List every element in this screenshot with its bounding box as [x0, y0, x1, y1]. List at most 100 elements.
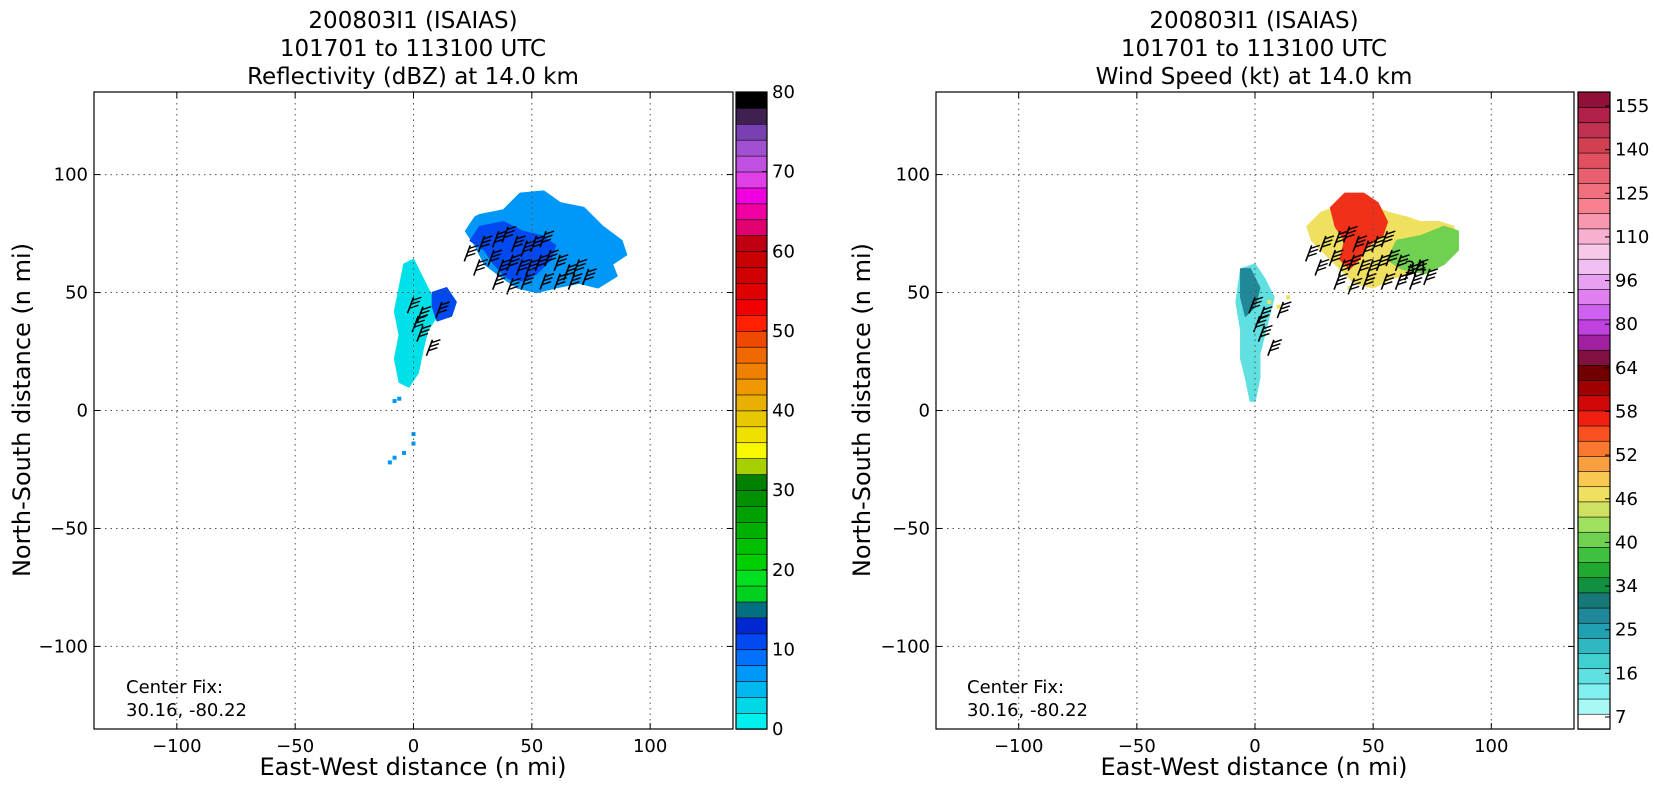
y-tick-label: −50	[892, 518, 930, 539]
wind-barb-flag	[440, 301, 451, 306]
wind-barb-flag	[412, 296, 422, 301]
wind-barb-flag	[1332, 253, 1343, 258]
wind-barb-flag	[1390, 249, 1401, 254]
wind-barb-flag	[1319, 258, 1330, 264]
colorbar-segment	[1577, 592, 1611, 609]
wind-barb	[1380, 272, 1396, 290]
wind-barb-flag	[494, 280, 504, 286]
colorbar-segment	[1577, 470, 1611, 488]
colorbar-tick-label: 30	[772, 480, 795, 501]
wind-barb-flag	[469, 244, 479, 250]
colorbar-segment	[1577, 91, 1611, 108]
wind-barb-flag	[1331, 257, 1341, 262]
colorbar-segment	[1577, 425, 1611, 442]
wind-barb-flag	[525, 239, 536, 245]
colorbar-tick-label: 140	[1615, 140, 1649, 161]
wind-barb-flag	[494, 238, 504, 243]
wind-barb-flag	[540, 254, 550, 259]
wind-barb-flag	[1353, 254, 1363, 259]
colorbar-tick-label: 80	[772, 82, 795, 103]
colorbar-segment	[735, 250, 768, 268]
wind-barb-flag	[568, 263, 578, 268]
colorbar-segment	[1577, 349, 1611, 366]
wind-barb	[529, 235, 545, 253]
wind-barb-flag	[510, 258, 520, 263]
colorbar-segment	[735, 457, 768, 475]
y-tick-label: −100	[881, 636, 930, 657]
wind-barb	[567, 272, 583, 290]
wind-barb-flag	[429, 343, 440, 348]
colorbar-frame	[1577, 91, 1611, 730]
wind-barb-flag	[1417, 262, 1428, 268]
wind-barb-flag	[514, 239, 525, 244]
wind-barb-flag	[475, 266, 485, 272]
wind-barb	[515, 258, 531, 276]
wind-barb-flag	[511, 277, 522, 283]
wind-barb	[1328, 249, 1344, 267]
wind-barb-flag	[1318, 262, 1328, 268]
colorbar-segment	[1577, 319, 1611, 336]
colorbar-segment	[735, 442, 768, 459]
colorbar-segment	[735, 521, 768, 539]
wind-barb-flag	[1400, 254, 1410, 259]
echo-pixel	[1286, 295, 1291, 300]
colorbar-segment	[735, 617, 768, 635]
wind-barb-flag	[420, 310, 430, 315]
colorbar-segment	[735, 219, 768, 237]
wind-barb-flag	[1263, 324, 1273, 330]
wind-barb-flag	[418, 314, 429, 319]
wind-barb-flag	[1365, 243, 1376, 249]
wind-barb-flag	[1342, 262, 1352, 268]
wind-barb-flag	[1359, 266, 1369, 272]
echo-pixel	[1276, 304, 1281, 309]
wind-barb-flag	[1376, 235, 1387, 240]
colorbar-segment	[735, 569, 768, 587]
colorbar-segment	[1577, 243, 1611, 260]
colorbar-segment	[1577, 197, 1611, 215]
colorbar-segment	[735, 266, 768, 284]
x-tick-label: 0	[408, 736, 419, 757]
wind-barb	[1413, 258, 1429, 276]
wind-barb-flag	[513, 243, 523, 248]
wind-barb-flag	[556, 280, 566, 286]
colorbar-segment	[735, 107, 768, 125]
wind-barb	[510, 235, 526, 253]
wind-barb-flag	[1261, 328, 1272, 334]
wind-barb-flag	[1414, 272, 1424, 278]
wind-barb-flag	[559, 254, 569, 259]
colorbar-segment	[1577, 364, 1611, 381]
colorbar-segment	[735, 537, 768, 555]
wind-barb-flag	[587, 268, 597, 273]
wind-barb-flag	[1257, 319, 1267, 324]
wind-barb-flag	[495, 234, 506, 239]
wind-barb-flag	[557, 258, 567, 263]
wind-barb-flag	[502, 258, 512, 264]
wind-barb-flag	[1419, 258, 1429, 264]
colorbar-segment	[1577, 410, 1611, 427]
wind-barb	[1356, 258, 1372, 276]
wind-barb	[520, 239, 536, 257]
wind-barb-flag	[1386, 230, 1396, 235]
x-tick-label: 100	[1474, 736, 1508, 757]
colorbar-tick-label: 16	[1615, 663, 1638, 684]
colorbar-segment	[735, 378, 768, 396]
wind-barb-flag	[1412, 276, 1423, 282]
echo-pixel	[397, 396, 402, 401]
wind-barb-flag	[541, 280, 552, 286]
wind-barb-flag	[505, 229, 515, 235]
wind-barb-flag	[499, 266, 509, 272]
colorbar-segment	[1577, 577, 1611, 594]
wind-barb	[473, 258, 488, 276]
colorbar-segment	[735, 712, 768, 730]
y-axis-label: North-South distance (n mi)	[8, 243, 36, 577]
wind-barb-flag	[584, 276, 594, 281]
wind-barb-flag	[1370, 262, 1380, 268]
wind-barb-flag	[1272, 339, 1283, 344]
wind-barb-flag	[1375, 239, 1385, 244]
wind-barb-flag	[1384, 276, 1395, 282]
wind-barb-flag	[481, 239, 492, 244]
wind-barb-flag	[1335, 238, 1346, 243]
colorbar-segment	[1577, 668, 1611, 685]
wind-barb-flag	[1258, 315, 1268, 320]
colorbar-segment	[1577, 182, 1611, 199]
